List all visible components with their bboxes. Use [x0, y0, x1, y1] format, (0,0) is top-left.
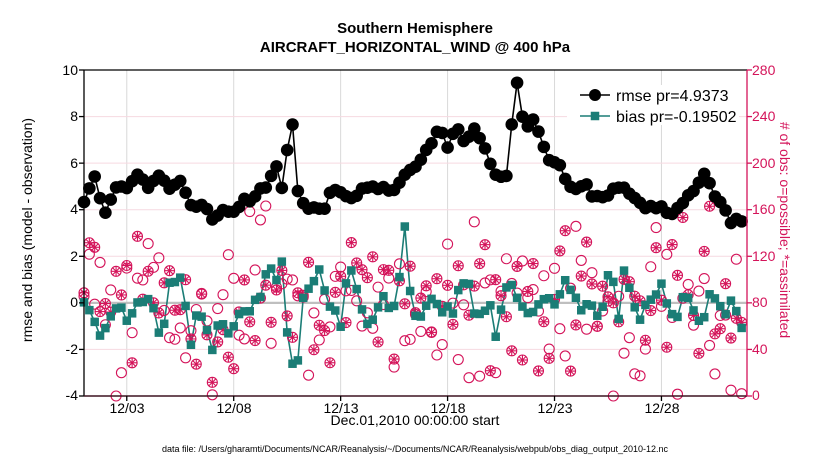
svg-text:bias pr=-0.19502: bias pr=-0.19502	[616, 109, 737, 126]
svg-text:rmse pr=4.9373: rmse pr=4.9373	[616, 88, 729, 105]
